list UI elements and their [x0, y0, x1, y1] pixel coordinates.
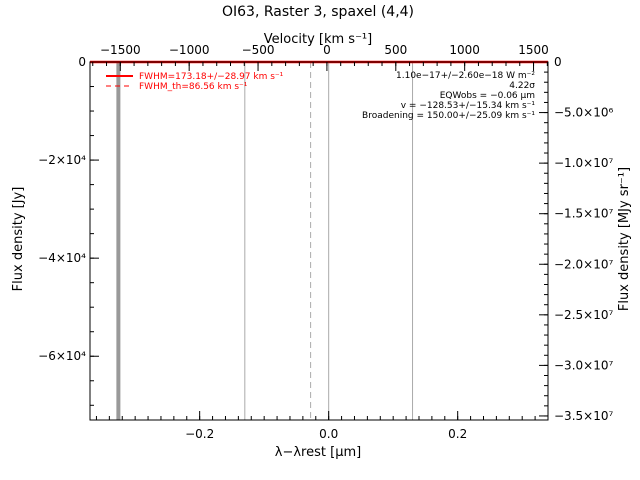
annotation-line-1: 1.10e−17+/−2.60e−18 W m⁻² — [396, 71, 535, 81]
legend-label-2: FWHM_th=86.56 km s⁻¹ — [139, 82, 248, 92]
right-tick-label: −5.0×10⁶ — [554, 106, 613, 120]
x-tick-label: −0.2 — [185, 427, 214, 441]
x-axis-title: λ−λrest [µm] — [275, 445, 361, 460]
x-tick-label: 0.2 — [448, 427, 467, 441]
top-tick-label: 1500 — [518, 43, 549, 57]
plot-frame — [89, 61, 549, 421]
annotation-line-5: Broadening = 150.00+/−25.09 km s⁻¹ — [362, 111, 535, 121]
top-tick-label: 500 — [384, 43, 407, 57]
legend-label-1: FWHM=173.18+/−28.97 km s⁻¹ — [139, 72, 284, 82]
top-tick-label: 0 — [323, 43, 331, 57]
reference-lines — [116, 62, 414, 420]
top-tick-label: −500 — [242, 43, 275, 57]
annotation-line-4: v = −128.53+/−15.34 km s⁻¹ — [401, 101, 536, 111]
right-tick-label: 0 — [554, 55, 562, 69]
right-tick-label: −3.5×10⁷ — [554, 409, 613, 423]
top-axis-title: Velocity [km s⁻¹] — [264, 32, 372, 47]
y-tick-label: −2×10⁴ — [38, 153, 86, 167]
right-axis-title: Flux density [MJy sr⁻¹] — [617, 167, 632, 311]
top-tick-label: −1000 — [169, 43, 210, 57]
x-tick-label: 0.0 — [319, 427, 338, 441]
top-tick-label: 1000 — [449, 43, 480, 57]
y-axis-title: Flux density [Jy] — [11, 187, 26, 292]
chart-title: OI63, Raster 3, spaxel (4,4) — [222, 4, 414, 20]
annotation-line-3: EQWobs = −0.06 µm — [440, 91, 535, 101]
right-tick-label: −1.0×10⁷ — [554, 156, 613, 170]
y-tick-label: −4×10⁴ — [38, 251, 86, 265]
top-tick-label: −1500 — [100, 43, 141, 57]
axes-layer: −0.2 0.0 0.2 −1500 −1000 −500 0 500 1000 1500 0 −2×… — [38, 43, 613, 441]
annotation-line-2: 4.22σ — [509, 81, 535, 91]
right-tick-label: −1.5×10⁷ — [554, 207, 613, 221]
right-tick-label: −3.0×10⁷ — [554, 358, 613, 372]
right-tick-label: −2.0×10⁷ — [554, 257, 613, 271]
right-tick-label: −2.5×10⁷ — [554, 308, 613, 322]
y-tick-label: 0 — [78, 55, 86, 69]
legend: FWHM=173.18+/−28.97 km s⁻¹FWHM_th=86.56 … — [106, 72, 284, 92]
y-tick-label: −6×10⁴ — [38, 349, 86, 363]
